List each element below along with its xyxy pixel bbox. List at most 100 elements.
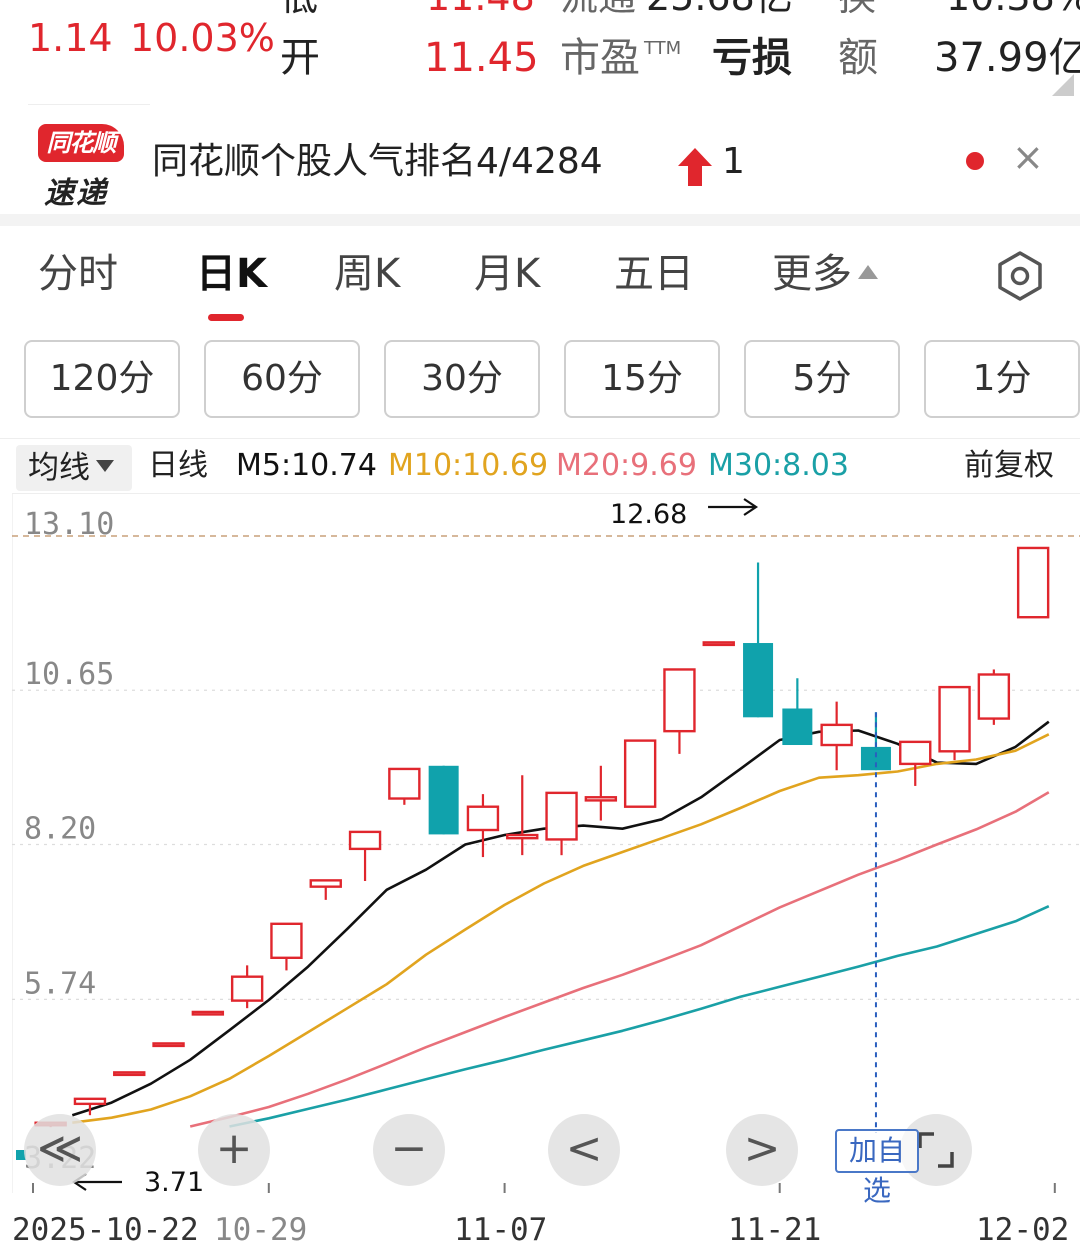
hot-rank-text: 同花顺个股人气排名4/4284 [152, 141, 603, 182]
minute-period-buttons: 120分 60分 30分 15分 5分 1分 [0, 340, 1080, 420]
ma-legend-row: 均线 日线 M5:10.74 M10:10.69 M20:9.69 M30:8.… [0, 438, 1080, 494]
scroll-left-button[interactable]: < [548, 1114, 620, 1186]
candle-body-up [73, 1097, 107, 1106]
active-tab-indicator [208, 314, 244, 321]
low-value: 11.48 [426, 0, 535, 16]
candle-body-up [899, 740, 932, 766]
date-label-4: 11-21 [728, 1212, 822, 1248]
candle-body-down [428, 765, 459, 835]
zoom-out-button[interactable]: − [373, 1114, 445, 1186]
rank-up-arrow-icon [678, 148, 712, 186]
low-label: 低 [280, 0, 318, 16]
candle-body-up [1016, 546, 1050, 619]
ma30-value: M30:8.03 [708, 448, 849, 483]
tab-intraday[interactable]: 分时 [38, 251, 118, 297]
logo-bottom: 速递 [44, 176, 108, 211]
candle-body-up [388, 767, 421, 800]
divider [28, 104, 150, 105]
max-price-label: 12.68 [610, 499, 687, 530]
ma5-value: M5:10.74 [236, 448, 377, 483]
chart-settings-icon[interactable] [996, 250, 1044, 302]
minute-30-button[interactable]: 30分 [384, 340, 540, 418]
period-tabs: 分时 日K 周K 月K 五日 更多 [0, 228, 1080, 328]
price-adjust-mode[interactable]: 前复权 [964, 448, 1054, 483]
candle-body-up [584, 796, 618, 802]
turnover-label: 换 [838, 0, 876, 16]
add-to-watchlist-button[interactable]: 加自选 [835, 1129, 919, 1207]
scroll-right-button[interactable]: > [726, 1114, 798, 1186]
ths-express-logo: 同花顺 速递 [38, 124, 124, 211]
ma20-value: M20:9.69 [556, 448, 697, 483]
candle-body-up [230, 975, 264, 1002]
minute-5-button[interactable]: 5分 [744, 340, 900, 418]
candle-body-up [938, 685, 971, 753]
candle-body-up [977, 673, 1011, 720]
quote-header: 1.14 10.03% 低 11.48 流通 25.68亿 换 10.38% 开… [0, 0, 1080, 105]
amount-value: 37.99亿 [934, 35, 1080, 81]
close-banner-icon[interactable]: × [1012, 135, 1044, 179]
minute-60-button[interactable]: 60分 [204, 340, 360, 418]
ma10-value: M10:10.69 [388, 448, 549, 483]
jump-to-start-button[interactable]: ≪ [24, 1114, 96, 1186]
candle-body-up [820, 723, 853, 747]
tab-more-label: 更多 [772, 251, 852, 297]
candle-body-up [702, 641, 735, 647]
candle-body-up [270, 922, 303, 960]
tab-five-day[interactable]: 五日 [614, 251, 694, 297]
edge-candle [16, 1150, 26, 1160]
zoom-in-button[interactable]: + [198, 1114, 270, 1186]
tab-weekly-k[interactable]: 周K [334, 251, 401, 297]
date-label-3: 11-07 [454, 1212, 548, 1248]
minute-15-button[interactable]: 15分 [564, 340, 720, 418]
price-change: 1.14 [28, 16, 113, 60]
candle-body-down [782, 708, 813, 746]
candle-body-up [191, 1010, 225, 1016]
y-tick-label: 8.20 [24, 811, 96, 846]
max-price-arrow-icon [708, 498, 759, 516]
minute-120-button[interactable]: 120分 [24, 340, 180, 418]
ma-line-m20 [189, 791, 1050, 1128]
pe-label: 市盈 [560, 35, 640, 81]
tab-daily-k[interactable]: 日K [196, 251, 267, 297]
caret-down-icon [96, 460, 114, 472]
price-change-percent: 10.03% [130, 16, 275, 60]
min-price-label: 3.71 [144, 1167, 204, 1193]
notification-dot-icon [966, 152, 984, 170]
logo-top: 同花顺 [38, 124, 124, 162]
ma-period: 日线 [148, 448, 208, 483]
ma-line-m5 [71, 720, 1050, 1117]
hot-rank-banner[interactable]: 同花顺 速递 同花顺个股人气排名4/4284 1 × [0, 108, 1080, 213]
turnover-value: 10.38% [946, 0, 1080, 16]
ma-line-m30 [229, 905, 1050, 1128]
date-axis: 2025-10-22 10-29 11-07 11-21 12-02 [0, 1195, 1080, 1249]
candle-body-up [506, 833, 539, 840]
ma-selector[interactable]: 均线 [16, 445, 132, 491]
amount-label: 额 [838, 35, 878, 81]
open-label: 开 [280, 35, 320, 81]
candle-body-down [860, 746, 891, 771]
pe-value: 亏损 [712, 35, 792, 81]
candle-body-up [152, 1042, 185, 1048]
date-label-5: 12-02 [976, 1212, 1070, 1248]
candle-body-up [663, 668, 696, 733]
tab-more[interactable]: 更多 [772, 254, 878, 294]
section-gap [0, 214, 1080, 226]
float-cap-value: 25.68亿 [646, 0, 793, 16]
minute-1-button[interactable]: 1分 [924, 340, 1080, 418]
float-cap-label: 流通 [560, 0, 636, 16]
fullscreen-icon [918, 1132, 954, 1168]
candle-body-up [113, 1071, 146, 1077]
y-tick-label: 5.74 [24, 966, 96, 1001]
tab-monthly-k[interactable]: 月K [474, 251, 541, 297]
candle-body-up [623, 739, 657, 808]
candle-body-up [466, 805, 500, 832]
pe-ttm-sup: TTM [644, 38, 682, 59]
ma-selector-label: 均线 [28, 450, 90, 486]
open-value: 11.45 [424, 35, 539, 81]
expand-corner-icon[interactable] [1052, 74, 1074, 96]
date-label-start: 2025-10-22 [12, 1212, 199, 1248]
candle-body-down [743, 643, 774, 718]
